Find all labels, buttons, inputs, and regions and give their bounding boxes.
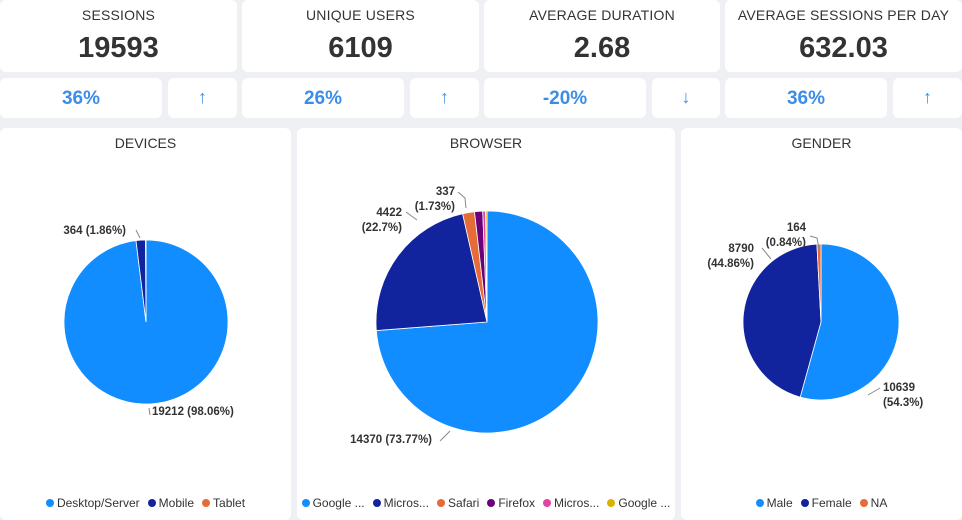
arrow-up-icon: ↑: [923, 87, 932, 107]
legend-label: Tablet: [213, 496, 246, 510]
pie-slice-female[interactable]: [742, 243, 822, 398]
arrow-up-icon: ↑: [198, 87, 207, 107]
data-label: 8790 (44.86%): [707, 243, 754, 270]
legend-dot-icon: [543, 499, 552, 507]
kpi-value: 19593: [78, 32, 159, 64]
devices-pie-chart[interactable]: DEVICES 19212 (98.06%) 364 (1.86%) Deskto…: [0, 128, 291, 520]
data-label: 10639 (54.3%): [883, 382, 923, 409]
legend-label: Safari: [447, 496, 480, 510]
legend-dot-icon: [800, 499, 809, 507]
pie-slice-google[interactable]: [485, 210, 488, 323]
legend-dot-icon: [607, 499, 616, 507]
label-leader-line: [405, 211, 418, 221]
legend-label: Female: [811, 496, 852, 510]
label-leader-line: [457, 191, 467, 209]
pie-slice-na[interactable]: [816, 243, 822, 323]
data-label: 164 (0.84%): [766, 222, 807, 249]
legend-item[interactable]: Tablet: [202, 496, 245, 510]
legend-item[interactable]: Micros...: [372, 496, 429, 510]
chart-title: BROWSER: [449, 135, 523, 151]
label-leader-line: [761, 247, 772, 260]
legend-label: NA: [870, 496, 888, 510]
pie-svg: 10639 (54.3%) 8790 (44.86%) 164 (0.84%): [707, 222, 923, 409]
kpi-value: 2.68: [573, 32, 631, 64]
legend-dot-icon: [147, 499, 156, 507]
change-percent: -20%: [542, 88, 588, 109]
label-leader-line: [148, 407, 151, 416]
legend-label: Mobile: [158, 496, 195, 510]
change-percent: 36%: [786, 88, 826, 109]
browser-pie-chart[interactable]: BROWSER 14370 (73.77%) 4422 (22.7%) 337 (1.7…: [297, 128, 675, 520]
chart-legend: Desktop/Server Mobile Tablet: [0, 496, 291, 510]
legend-item[interactable]: Male: [755, 496, 793, 510]
legend-dot-icon: [202, 499, 211, 507]
legend-dot-icon: [487, 499, 496, 507]
kpi-card-average-duration: AVERAGE DURATION 2.68: [484, 0, 720, 72]
kpi-label: AVERAGE SESSIONS PER DAY: [737, 7, 950, 23]
legend-label: Micros...: [554, 496, 600, 510]
legend-dot-icon: [859, 499, 868, 507]
kpi-trend-unique-users: ↑: [410, 78, 479, 118]
legend-label: Micros...: [383, 496, 429, 510]
kpi-value: 632.03: [799, 32, 888, 64]
legend-dot-icon: [45, 499, 54, 507]
data-label: 19212 (98.06%): [152, 406, 234, 418]
legend-item[interactable]: Mobile: [147, 496, 195, 510]
kpi-change-average-duration: -20%: [484, 78, 646, 118]
kpi-card-unique-users: UNIQUE USERS 6109: [242, 0, 479, 72]
pie-svg: 14370 (73.77%) 4422 (22.7%) 337 (1.73%): [350, 186, 599, 446]
legend-dot-icon: [755, 499, 764, 507]
label-leader-line: [867, 387, 881, 396]
kpi-label: UNIQUE USERS: [306, 7, 415, 23]
legend-label: Google ...: [312, 496, 365, 510]
legend-dot-icon: [372, 499, 381, 507]
kpi-label: AVERAGE DURATION: [529, 7, 675, 23]
pie-svg: 19212 (98.06%) 364 (1.86%): [63, 225, 234, 418]
pie-slice-male[interactable]: [799, 243, 900, 401]
pie-slice-micros[interactable]: [375, 213, 488, 331]
legend-label: Google ...: [618, 496, 671, 510]
kpi-card-sessions: SESSIONS 19593: [0, 0, 237, 72]
data-label: 337 (1.73%): [415, 186, 455, 213]
legend-item[interactable]: NA: [859, 496, 888, 510]
kpi-change-sessions: 36%: [0, 78, 162, 118]
data-label: 364 (1.86%): [63, 225, 126, 237]
kpi-change-unique-users: 26%: [242, 78, 404, 118]
legend-item[interactable]: Safari: [436, 496, 480, 510]
legend-dot-icon: [436, 499, 445, 507]
chart-title: DEVICES: [114, 135, 177, 151]
legend-item[interactable]: Google ...: [607, 496, 670, 510]
chart-title: GENDER: [791, 135, 852, 151]
data-label: 14370 (73.77%): [350, 434, 432, 446]
legend-dot-icon: [301, 499, 310, 507]
arrow-up-icon: ↑: [440, 87, 449, 107]
label-leader-line: [439, 430, 451, 442]
data-label: 4422 (22.7%): [362, 207, 402, 234]
label-leader-line: [135, 229, 141, 239]
change-percent: 26%: [303, 88, 343, 109]
label-leader-line: [809, 235, 820, 250]
kpi-change-avg-sessions-per-day: 36%: [725, 78, 887, 118]
change-percent: 36%: [61, 88, 101, 109]
legend-item[interactable]: Desktop/Server: [45, 496, 140, 510]
legend-label: Desktop/Server: [56, 496, 140, 510]
chart-legend: Google ... Micros... Safari Firefox Micros..…: [297, 496, 675, 510]
kpi-card-avg-sessions-per-day: AVERAGE SESSIONS PER DAY 632.03: [725, 0, 962, 72]
legend-label: Firefox: [498, 496, 536, 510]
legend-item[interactable]: Google ...: [301, 496, 365, 510]
legend-label: Male: [766, 496, 793, 510]
gender-pie-chart[interactable]: GENDER 10639 (54.3%) 8790 (44.86%) 164 (0.84%…: [681, 128, 962, 520]
kpi-trend-avg-sessions-per-day: ↑: [893, 78, 962, 118]
legend-item[interactable]: Micros...: [543, 496, 599, 510]
chart-legend: Male Female NA: [681, 496, 962, 510]
legend-item[interactable]: Firefox: [487, 496, 535, 510]
legend-item[interactable]: Female: [800, 496, 852, 510]
kpi-label: SESSIONS: [81, 7, 156, 23]
kpi-trend-sessions: ↑: [168, 78, 237, 118]
kpi-trend-average-duration: ↓: [652, 78, 720, 118]
arrow-down-icon: ↓: [681, 87, 691, 107]
kpi-value: 6109: [328, 32, 393, 64]
